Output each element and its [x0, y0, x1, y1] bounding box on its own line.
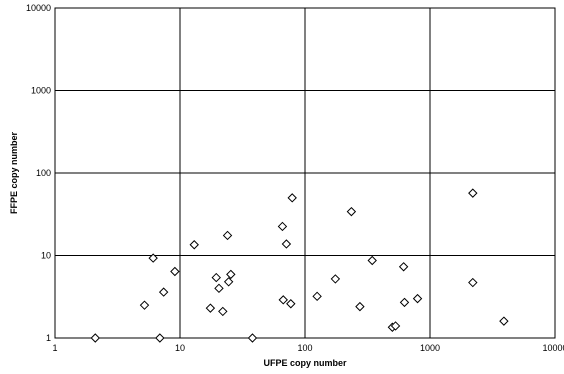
data-point: [367, 255, 377, 266]
data-point: [399, 297, 410, 308]
data-point: [346, 206, 357, 217]
data-point: [330, 274, 341, 284]
x-axis-title: UFPE copy number: [263, 358, 347, 368]
tick-labels: 1 10 100 1000 10000 1 10 100 1000 10000: [26, 3, 564, 353]
x-tick-label: 100: [297, 343, 312, 353]
data-points: [90, 188, 509, 343]
data-point: [499, 316, 509, 326]
data-point: [211, 272, 221, 283]
data-point: [214, 283, 224, 294]
data-point: [287, 193, 297, 203]
data-point: [355, 301, 365, 312]
data-point: [189, 240, 199, 250]
data-point: [312, 291, 322, 302]
y-tick-label: 10000: [26, 3, 51, 13]
data-point: [247, 333, 258, 343]
data-point: [158, 287, 169, 297]
data-point: [286, 299, 296, 309]
data-point: [277, 221, 288, 232]
data-point: [139, 300, 150, 310]
data-point: [90, 333, 100, 343]
data-point: [398, 262, 409, 272]
x-tick-label: 1: [52, 343, 57, 353]
y-tick-label: 1: [46, 333, 51, 343]
y-tick-label: 1000: [31, 86, 51, 96]
x-tick-label: 1000: [420, 343, 440, 353]
plot-area: [54, 7, 556, 339]
y-tick-label: 10: [41, 251, 51, 261]
y-tick-label: 100: [36, 168, 51, 178]
data-point: [170, 266, 180, 277]
data-point: [281, 239, 292, 249]
x-tick-label: 10: [175, 343, 185, 353]
data-point: [468, 188, 478, 198]
x-tick-label: 10000: [542, 343, 564, 353]
y-axis-title: FFPE copy number: [9, 131, 19, 214]
data-point: [205, 303, 216, 313]
data-point: [148, 253, 158, 263]
data-point: [468, 277, 478, 288]
data-point: [390, 321, 401, 331]
data-point: [226, 269, 236, 280]
grid: [54, 7, 556, 339]
data-point: [412, 293, 423, 304]
data-point: [223, 277, 234, 287]
data-point: [222, 230, 233, 241]
data-point: [278, 295, 288, 305]
data-point: [218, 306, 228, 317]
data-point: [155, 333, 165, 343]
